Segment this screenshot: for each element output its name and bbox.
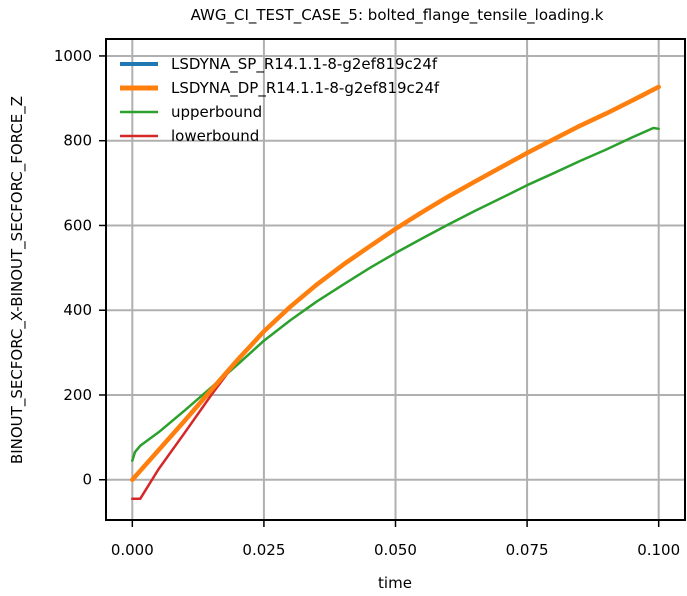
x-tick-label: 0.025 bbox=[242, 541, 285, 559]
legend-label: LSDYNA_DP_R14.1.1-8-g2ef819c24f bbox=[171, 79, 440, 98]
y-tick-label: 1000 bbox=[54, 47, 92, 65]
series-line-2 bbox=[131, 126, 660, 462]
y-tick-label: 400 bbox=[63, 301, 92, 319]
chart-title: AWG_CI_TEST_CASE_5: bolted_flange_tensil… bbox=[191, 6, 604, 25]
legend-label: upperbound bbox=[171, 103, 262, 121]
legend-label: lowerbound bbox=[171, 127, 259, 145]
y-axis: 0 200 400 600 800 1000 bbox=[54, 47, 106, 489]
series-line-1 bbox=[130, 84, 661, 482]
legend: LSDYNA_SP_R14.1.1-8-g2ef819c24f LSDYNA_DP… bbox=[120, 55, 440, 145]
series-layer bbox=[130, 84, 661, 501]
legend-label: LSDYNA_SP_R14.1.1-8-g2ef819c24f bbox=[171, 55, 438, 74]
x-tick-label: 0.050 bbox=[374, 541, 417, 559]
x-tick-label: 0.000 bbox=[111, 541, 154, 559]
grid bbox=[106, 39, 685, 520]
x-tick-label: 0.100 bbox=[637, 541, 680, 559]
y-tick-label: 600 bbox=[63, 216, 92, 234]
x-axis: 0.000 0.025 0.050 0.075 0.100 bbox=[111, 520, 680, 559]
x-axis-label: time bbox=[378, 574, 412, 592]
y-tick-label: 800 bbox=[63, 132, 92, 150]
x-tick-label: 0.075 bbox=[506, 541, 549, 559]
y-tick-label: 200 bbox=[63, 386, 92, 404]
y-tick-label: 0 bbox=[82, 471, 92, 489]
y-axis-label: BINOUT_SECFORC_X-BINOUT_SECFORC_FORCE_Z bbox=[8, 96, 27, 464]
